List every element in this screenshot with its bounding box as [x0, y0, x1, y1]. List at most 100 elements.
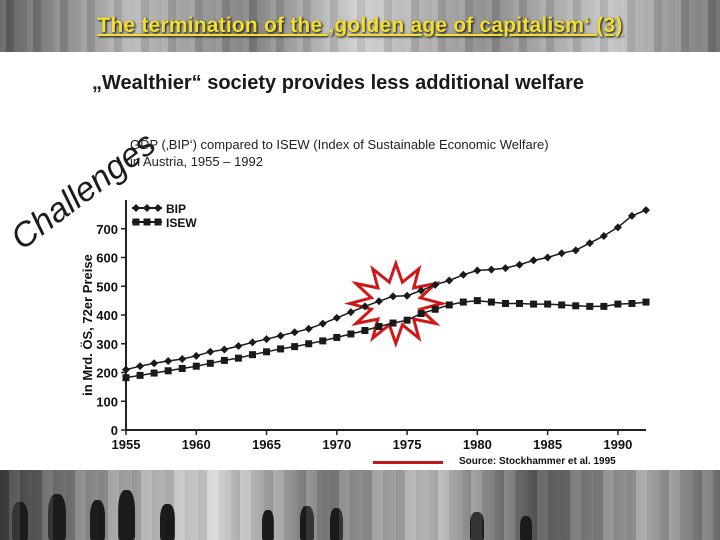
- data-point-bip: [122, 365, 130, 374]
- y-tick-label: 600: [96, 251, 118, 266]
- data-point-bip: [515, 260, 524, 269]
- legend-marker-bip: [143, 204, 151, 212]
- data-point-bip: [206, 347, 215, 356]
- silhouette: [48, 494, 66, 540]
- data-point-isew: [234, 354, 242, 362]
- data-point-isew: [164, 367, 172, 375]
- data-point-isew: [192, 362, 200, 370]
- data-point-bip: [487, 265, 496, 274]
- data-point-isew: [600, 302, 608, 310]
- silhouette: [262, 510, 274, 540]
- legend-marker-isew: [154, 218, 162, 226]
- data-point-isew: [305, 340, 313, 348]
- data-point-bip: [304, 324, 313, 333]
- data-point-bip: [136, 362, 145, 371]
- data-point-bip: [431, 280, 440, 289]
- x-tick-label: 1975: [393, 437, 422, 452]
- data-point-bip: [599, 231, 608, 240]
- legend-label-isew: ISEW: [166, 216, 197, 230]
- data-point-bip: [276, 331, 285, 340]
- y-tick-label: 500: [96, 279, 118, 294]
- slide-subtitle: „Wealthier“ society provides less additi…: [92, 72, 585, 94]
- data-point-bip: [192, 351, 201, 360]
- data-point-isew: [248, 351, 256, 359]
- data-point-isew: [178, 364, 186, 372]
- data-point-bip: [543, 253, 552, 262]
- data-point-isew: [628, 300, 636, 307]
- footer-photo-strip: [0, 470, 720, 540]
- data-point-isew: [319, 337, 327, 345]
- data-point-isew: [558, 301, 566, 309]
- silhouette: [90, 500, 105, 540]
- x-tick-label: 1955: [112, 437, 141, 452]
- data-point-isew: [544, 300, 552, 308]
- legend-marker-isew: [132, 218, 140, 226]
- data-point-isew: [122, 374, 130, 382]
- x-tick-label: 1990: [603, 437, 632, 452]
- legend-marker-bip: [154, 204, 162, 212]
- y-tick-label: 700: [96, 222, 118, 237]
- data-point-bip: [178, 354, 187, 363]
- data-point-bip: [248, 338, 257, 347]
- chart-description: GDP (‚BIP‘) compared to ISEW (Index of S…: [130, 136, 700, 170]
- x-tick-label: 1970: [322, 437, 351, 452]
- y-tick-label: 0: [111, 423, 118, 438]
- header-photo-strip: [0, 0, 720, 52]
- y-tick-label: 200: [96, 366, 118, 381]
- x-tick-label: 1985: [533, 437, 562, 452]
- source-underline: [373, 461, 443, 464]
- data-point-isew: [150, 369, 158, 377]
- data-point-isew: [487, 298, 495, 306]
- data-point-bip: [234, 342, 243, 351]
- x-tick-label: 1980: [463, 437, 492, 452]
- silhouette: [160, 504, 175, 540]
- data-point-bip: [403, 291, 412, 300]
- data-point-bip: [557, 249, 566, 258]
- data-point-bip: [318, 319, 327, 328]
- data-point-isew: [389, 319, 397, 327]
- data-point-bip: [262, 335, 271, 344]
- y-axis-label: in Mrd. ÖS, 72er Preise: [80, 254, 95, 396]
- data-point-bip: [332, 313, 341, 322]
- gdp-isew-line-chart: 0 100 200 300 400 500 600 700 1955 1960 1965 1970 19…: [80, 200, 650, 452]
- data-point-bip: [529, 256, 538, 265]
- data-point-bip: [346, 308, 355, 317]
- data-point-isew: [361, 327, 369, 335]
- silhouette: [470, 512, 484, 540]
- legend-label-bip: BIP: [166, 202, 186, 216]
- data-point-isew: [417, 310, 425, 318]
- data-point-isew: [333, 333, 341, 341]
- data-point-bip: [501, 264, 510, 273]
- data-point-isew: [516, 300, 524, 307]
- data-point-isew: [347, 330, 355, 338]
- data-point-isew: [530, 300, 538, 308]
- data-point-bip: [571, 246, 580, 255]
- silhouette: [12, 502, 28, 540]
- silhouette: [520, 516, 532, 540]
- data-point-isew: [586, 302, 594, 310]
- data-point-isew: [220, 356, 228, 364]
- description-line-1: GDP (‚BIP‘) compared to ISEW (Index of S…: [130, 137, 549, 152]
- data-point-bip: [459, 270, 468, 279]
- y-tick-label: 100: [96, 394, 118, 409]
- x-tick-label: 1965: [252, 437, 281, 452]
- y-tick-label: 400: [96, 308, 118, 323]
- silhouette: [300, 506, 314, 540]
- description-line-2: in Austria, 1955 – 1992: [130, 154, 263, 169]
- legend-marker-isew: [143, 218, 151, 226]
- data-point-bip: [360, 302, 369, 311]
- data-point-bip: [627, 211, 636, 220]
- data-point-bip: [417, 286, 426, 295]
- data-point-isew: [445, 301, 453, 309]
- data-point-bip: [164, 357, 173, 365]
- data-point-bip: [389, 292, 398, 301]
- data-point-isew: [614, 300, 622, 308]
- data-point-isew: [206, 359, 214, 367]
- silhouette: [118, 490, 135, 540]
- data-point-isew: [501, 300, 509, 307]
- x-tick-label: 1960: [182, 437, 211, 452]
- data-point-bip: [585, 239, 594, 248]
- y-tick-label: 300: [96, 337, 118, 352]
- silhouette: [330, 508, 343, 540]
- data-point-bip: [473, 266, 482, 275]
